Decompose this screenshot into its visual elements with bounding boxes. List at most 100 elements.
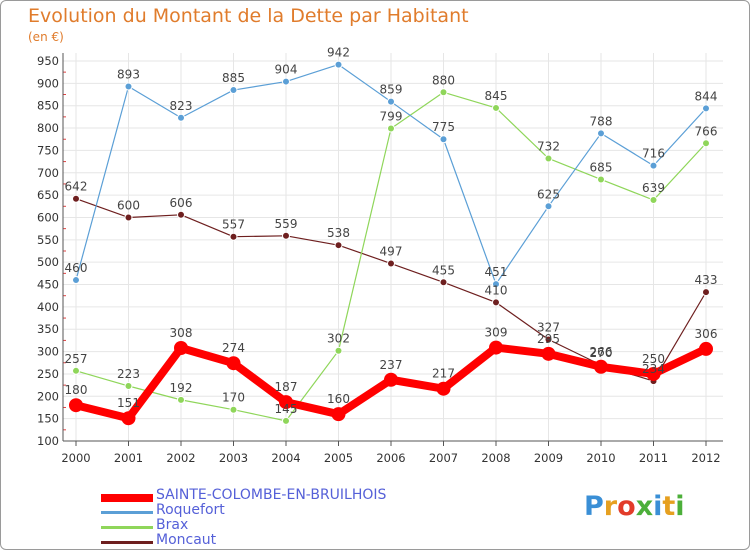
data-label-moncaut: 642	[65, 180, 88, 194]
data-point-brax	[492, 103, 500, 112]
y-tick-label: 900	[37, 76, 59, 90]
y-tick-label: 200	[37, 389, 59, 403]
data-point-roquefort	[177, 113, 185, 122]
y-tick-label: 450	[37, 278, 59, 292]
data-point-moncaut	[177, 210, 185, 219]
data-label-brax: 257	[65, 352, 88, 366]
data-point-roquefort	[72, 276, 80, 285]
data-point-brax	[229, 405, 238, 414]
data-point-brax	[177, 395, 185, 404]
data-point-moncaut	[492, 298, 500, 307]
data-label-moncaut: 606	[170, 196, 193, 210]
data-label-sainte-colombe-en-bruilhois: 217	[432, 367, 455, 381]
x-tick-label: 2004	[271, 451, 300, 465]
data-point-roquefort	[334, 60, 343, 69]
data-point-brax	[124, 382, 133, 391]
x-tick-label: 2010	[586, 451, 615, 465]
y-tick-label: 550	[37, 233, 59, 247]
axes: 100 150 200 250 300 350 400 450 500 550 600 650 700 7…	[37, 53, 723, 465]
data-point-sainte-colombe-en-bruilhois	[436, 381, 451, 396]
x-tick-label: 2011	[639, 451, 668, 465]
data-label-sainte-colombe-en-bruilhois: 250	[642, 352, 665, 366]
logo-letter: i	[653, 491, 663, 522]
logo-letter: r	[603, 491, 618, 522]
y-tick-label: 150	[37, 412, 59, 426]
data-label-moncaut: 559	[275, 217, 298, 231]
legend-label-moncaut: Moncaut	[156, 532, 217, 548]
data-point-roquefort	[439, 135, 448, 144]
data-point-sainte-colombe-en-bruilhois	[121, 411, 136, 426]
data-label-roquefort: 788	[590, 114, 613, 128]
data-label-moncaut: 557	[222, 218, 245, 232]
y-tick-label: 300	[37, 345, 59, 359]
data-label-sainte-colombe-en-bruilhois: 295	[537, 332, 560, 346]
data-point-moncaut	[124, 213, 133, 222]
x-tick-label: 2007	[429, 451, 458, 465]
legend-swatch-brax	[101, 526, 153, 529]
proxiti-logo: Proxiti	[584, 491, 685, 522]
data-point-moncaut	[702, 288, 710, 297]
data-label-sainte-colombe-en-bruilhois: 237	[380, 358, 403, 372]
data-label-sainte-colombe-en-bruilhois: 308	[170, 326, 193, 340]
legend-swatch-moncaut	[101, 541, 153, 544]
data-label-sainte-colombe-en-bruilhois: 160	[327, 392, 350, 406]
y-tick-label: 650	[37, 188, 59, 202]
data-point-brax	[282, 416, 290, 425]
data-label-brax: 302	[327, 332, 350, 346]
legend-swatch-roquefort	[101, 511, 153, 514]
chart-title: Evolution du Montant de la Dette par Hab…	[28, 5, 469, 27]
y-tick-label: 400	[37, 300, 59, 314]
data-point-roquefort	[124, 82, 133, 91]
y-tick-label: 600	[37, 210, 59, 224]
data-point-brax	[649, 196, 658, 205]
data-point-roquefort	[229, 86, 238, 95]
y-tick-label: 100	[37, 434, 59, 448]
data-point-roquefort	[387, 97, 395, 106]
data-label-brax: 685	[590, 160, 613, 174]
data-point-sainte-colombe-en-bruilhois	[226, 356, 241, 371]
x-tick-label: 2002	[166, 451, 195, 465]
data-label-brax: 170	[222, 391, 245, 405]
data-point-roquefort	[282, 77, 290, 86]
data-point-moncaut	[229, 232, 238, 241]
y-tick-label: 800	[37, 121, 59, 135]
data-label-sainte-colombe-en-bruilhois: 180	[65, 383, 88, 397]
legend-label-brax: Brax	[156, 517, 189, 533]
series-layer	[69, 60, 713, 426]
x-tick-label: 2003	[219, 451, 248, 465]
data-label-roquefort: 716	[642, 147, 665, 161]
y-tick-label: 250	[37, 367, 59, 381]
y-tick-label: 500	[37, 255, 59, 269]
data-label-moncaut: 600	[117, 198, 140, 212]
data-label-roquefort: 460	[65, 261, 88, 275]
data-point-sainte-colombe-en-bruilhois	[646, 366, 661, 381]
data-label-roquefort: 942	[327, 46, 350, 60]
x-tick-label: 2008	[481, 451, 510, 465]
data-label-brax: 192	[170, 381, 193, 395]
data-point-brax	[334, 346, 343, 355]
legend-swatch-sainte-colombe	[101, 494, 153, 502]
data-point-moncaut	[334, 241, 343, 250]
data-label-moncaut: 234	[642, 362, 665, 376]
data-label-brax: 732	[537, 139, 560, 153]
data-label-sainte-colombe-en-bruilhois: 306	[695, 327, 718, 341]
data-label-roquefort: 451	[485, 265, 508, 279]
data-point-roquefort	[597, 129, 605, 138]
data-point-brax	[702, 139, 710, 148]
data-label-sainte-colombe-en-bruilhois: 309	[485, 326, 508, 340]
data-label-moncaut: 433	[695, 273, 718, 287]
unit-label: (en €)	[28, 30, 64, 44]
y-tick-label: 350	[37, 322, 59, 336]
logo-letter: P	[584, 491, 604, 522]
data-label-roquefort: 844	[695, 89, 718, 103]
data-point-sainte-colombe-en-bruilhois	[699, 341, 713, 356]
data-label-brax: 223	[117, 367, 140, 381]
data-label-brax: 766	[695, 124, 718, 138]
data-point-moncaut	[387, 259, 395, 268]
x-tick-label: 2005	[324, 451, 353, 465]
data-label-roquefort: 823	[170, 99, 193, 113]
data-label-moncaut: 538	[327, 226, 350, 240]
legend-label-roquefort: Roquefort	[156, 502, 225, 518]
data-label-moncaut: 410	[485, 283, 508, 297]
